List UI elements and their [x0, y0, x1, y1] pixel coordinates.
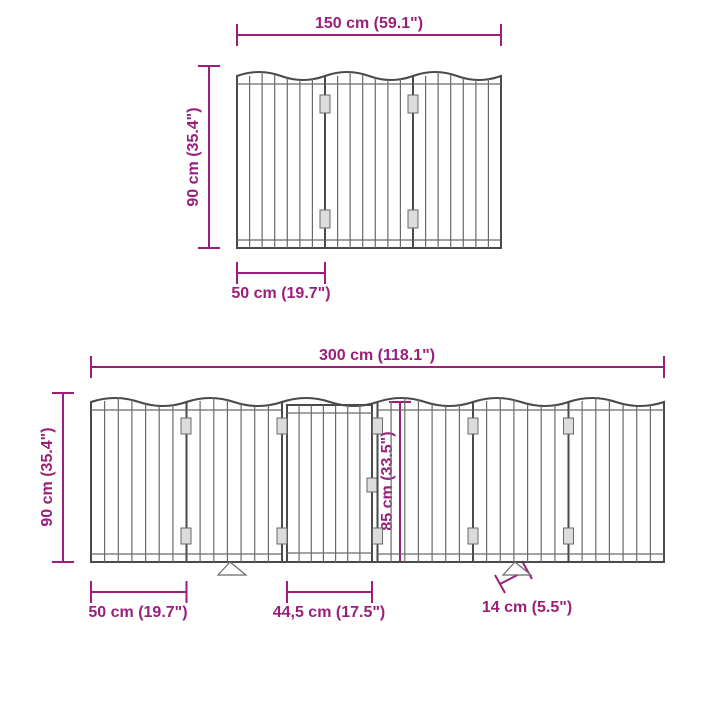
dim-foot-label: 14 cm (5.5"): [482, 599, 572, 616]
dim-top-panel-label: 50 cm (19.7"): [231, 285, 330, 302]
dim-door-width: 44,5 cm (17.5"): [273, 581, 386, 621]
hinge-icon: [373, 528, 383, 544]
dim-door-height: 85 cm (33.5"): [379, 402, 411, 562]
bottom-panel-2: [187, 397, 283, 562]
dim-top-width-label: 150 cm (59.1"): [315, 15, 423, 32]
hinge-icon: [468, 528, 478, 544]
bottom-panel-1: [91, 397, 187, 562]
foot-icon: [218, 562, 246, 575]
top-panel-2: [325, 72, 413, 248]
dim-door-height-label: 85 cm (33.5"): [379, 431, 396, 530]
top-panel-1: [237, 72, 325, 248]
hinge-icon: [468, 418, 478, 434]
dim-foot: 14 cm (5.5"): [482, 561, 572, 616]
dim-bottom-width-label: 300 cm (118.1"): [319, 347, 435, 364]
hinge-icon: [181, 528, 191, 544]
bottom-panel-6: [569, 397, 665, 562]
hinge-icon: [564, 528, 574, 544]
bottom-panel-5: [473, 397, 569, 562]
dim-bottom-panel-label: 50 cm (19.7"): [88, 604, 187, 621]
bottom-diagram: 300 cm (118.1") 90 cm (35.4") 85 cm (33.…: [39, 347, 664, 621]
hinge-icon: [277, 528, 287, 544]
dim-bottom-panel: 50 cm (19.7"): [88, 581, 187, 621]
hinge-icon: [277, 418, 287, 434]
hinge-icon: [373, 418, 383, 434]
bottom-panels: [91, 397, 664, 575]
dim-bottom-width: 300 cm (118.1"): [91, 347, 664, 378]
hinge-icon: [181, 418, 191, 434]
dim-door-width-label: 44,5 cm (17.5"): [273, 604, 386, 621]
hinge-icon: [320, 95, 330, 113]
top-panels: [237, 72, 501, 248]
top-diagram: 150 cm (59.1") 90 cm (35.4") 50 cm (19.7…: [185, 15, 501, 302]
top-panel-3: [413, 72, 501, 248]
hinge-icon: [320, 210, 330, 228]
dim-top-height: 90 cm (35.4"): [185, 66, 220, 248]
dim-bottom-height-label: 90 cm (35.4"): [39, 427, 56, 526]
hinge-icon: [408, 210, 418, 228]
hinge-icon: [408, 95, 418, 113]
dim-bottom-height: 90 cm (35.4"): [39, 393, 74, 562]
latch-icon: [367, 478, 377, 492]
dim-top-height-label: 90 cm (35.4"): [185, 107, 202, 206]
bottom-panel-door: [282, 398, 378, 562]
dim-top-width: 150 cm (59.1"): [237, 15, 501, 46]
hinge-icon: [564, 418, 574, 434]
dim-top-panel: 50 cm (19.7"): [231, 262, 330, 302]
